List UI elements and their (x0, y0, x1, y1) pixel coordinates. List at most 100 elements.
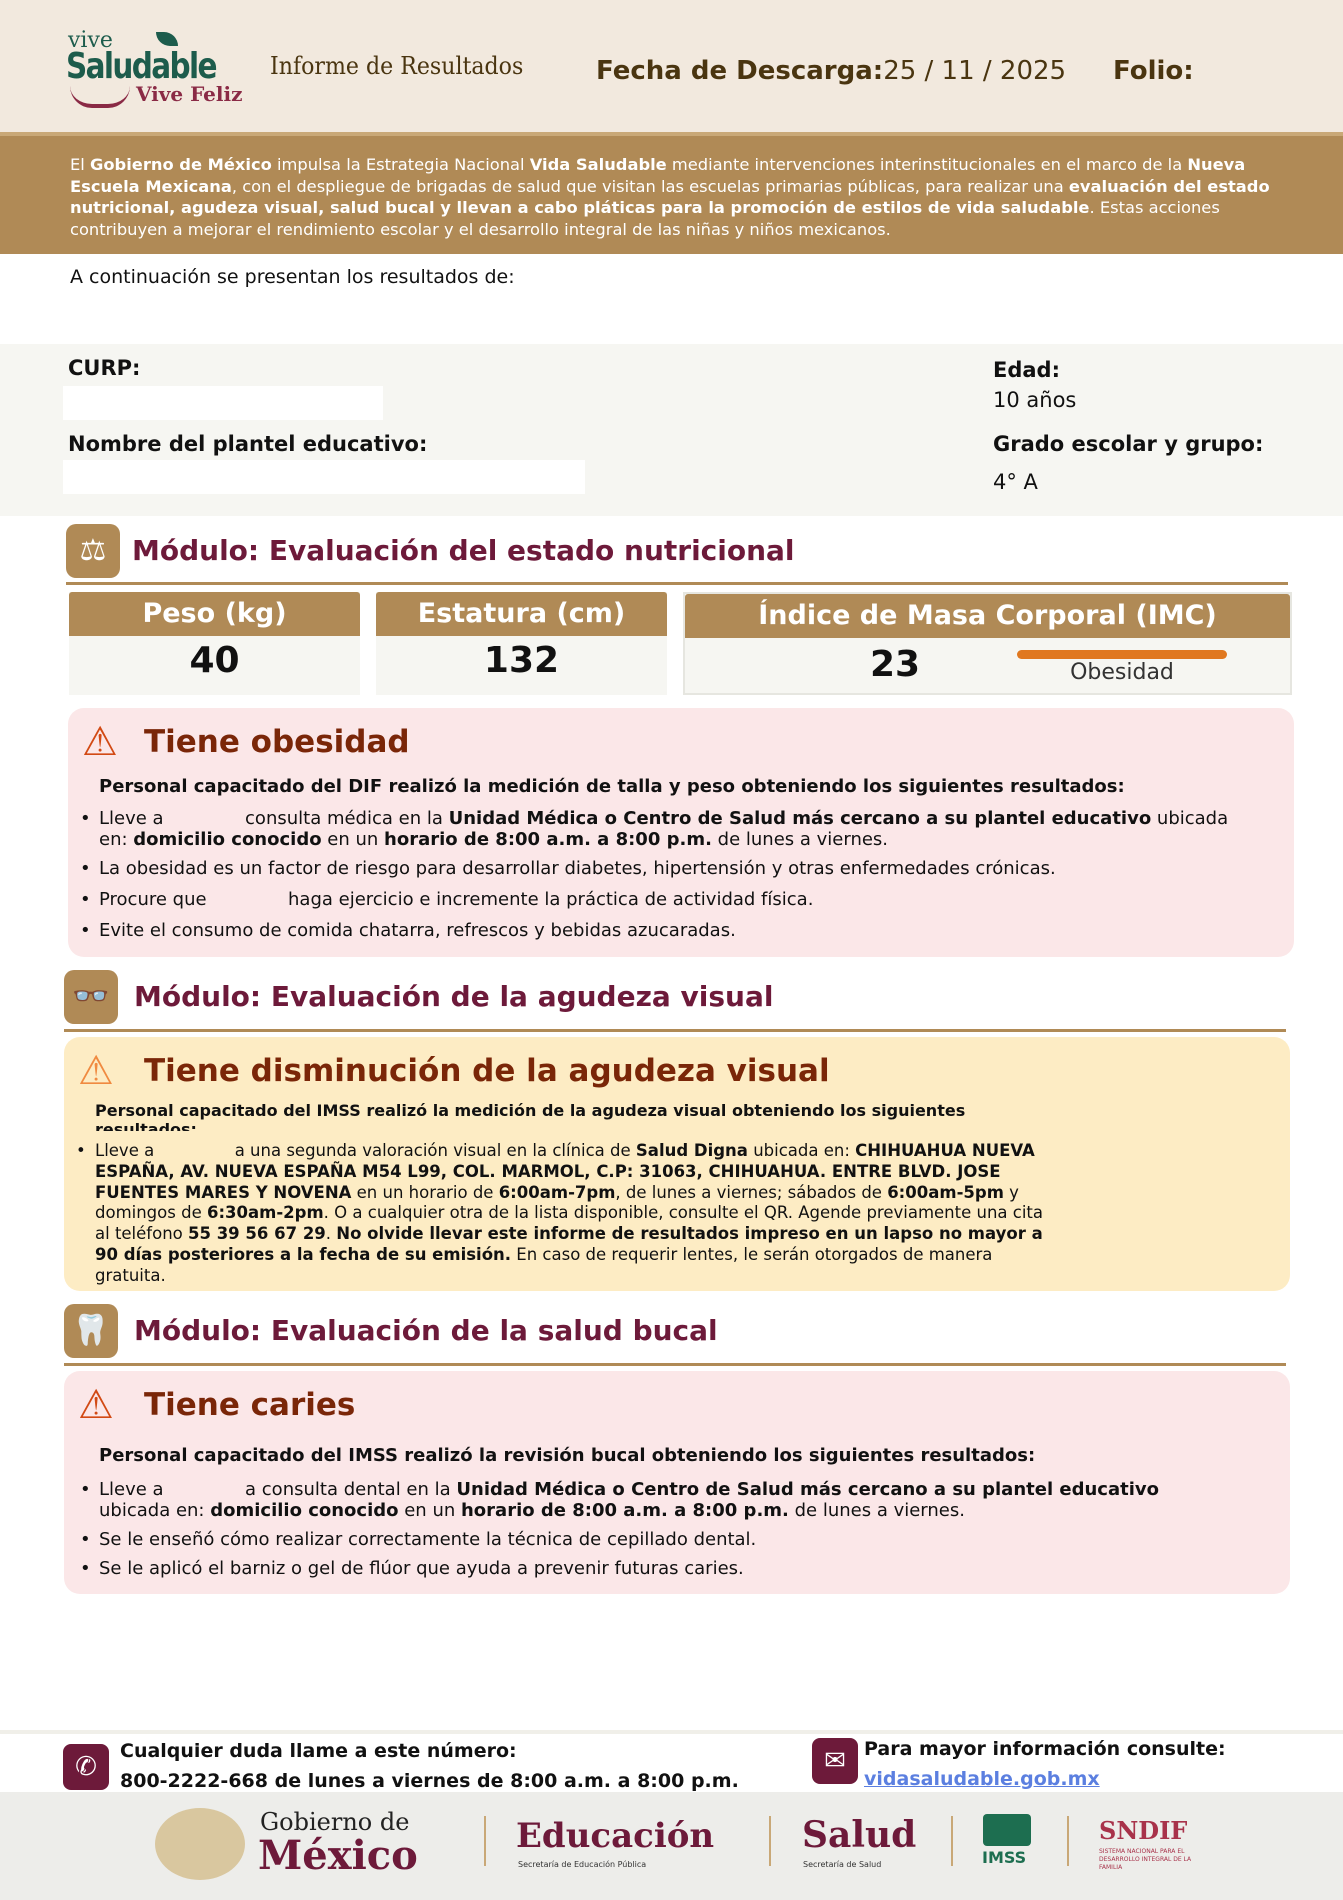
divider (66, 582, 1288, 585)
text-segment: 6:30am-2pm (206, 1203, 324, 1223)
text-segment: horario de 8:00 a.m. a 8:00 p.m. (460, 1500, 789, 1521)
text-segment: impulsa la Estrategia Nacional (271, 155, 530, 174)
mail-icon: ✉ (812, 1738, 858, 1784)
divider (769, 1816, 771, 1866)
module-title: Módulo: Evaluación del estado nutriciona… (132, 534, 795, 567)
alert-title: Tiene obesidad (144, 724, 410, 760)
smile-icon (70, 86, 130, 108)
list-item: Lleve a a una segunda valoración visual … (76, 1141, 1060, 1287)
national-seal-icon (155, 1808, 245, 1880)
recommendation-list: Lleve a a una segunda valoración visual … (76, 1141, 1060, 1295)
text-segment: Gobierno de México (90, 155, 272, 174)
gobierno-logo-text: Gobierno de (260, 1808, 410, 1836)
header: vive Saludable Vive Feliz Informe de Res… (0, 0, 1343, 132)
sndif-logo-text: SNDIF (1099, 1816, 1188, 1845)
curp-label: CURP: (68, 356, 141, 380)
text-segment: . (325, 1224, 337, 1244)
text-segment: consulta médica en la (239, 808, 449, 829)
salud-logo-sub: Secretaría de Salud (803, 1860, 882, 1869)
list-item: Evite el consumo de comida chatarra, ref… (80, 920, 1234, 941)
phone-label: Cualquier duda llame a este número: (120, 1740, 517, 1762)
list-item: Procure que haga ejercicio e incremente … (80, 889, 1234, 910)
age-label: Edad: (993, 358, 1060, 382)
divider (1067, 1816, 1069, 1866)
text-segment: Lleve a (99, 1479, 170, 1500)
text-segment: . Estas acciones contribuyen a mejorar e… (70, 198, 1220, 239)
bmi-status: Obesidad (1070, 660, 1174, 685)
date-label: Fecha de Descarga: (596, 56, 884, 86)
text-segment: a una segunda valoración visual en la cl… (229, 1141, 636, 1160)
text-segment: Lleve a (99, 808, 170, 829)
scale-icon: ⚖ (66, 524, 120, 578)
divider (64, 1363, 1286, 1366)
text-segment: en un (321, 829, 385, 850)
text-segment: , con el despliegue de brigadas de salud… (231, 176, 1069, 196)
text-segment: Unidad Médica o Centro de Salud más cerc… (456, 1479, 1159, 1500)
list-item: Lleve a consulta médica en la Unidad Méd… (80, 808, 1234, 850)
vision-alert: ⚠ Tiene disminución de la agudeza visual… (64, 1037, 1290, 1291)
folio-label: Folio: (1113, 56, 1194, 86)
glasses-icon: 👓 (64, 970, 118, 1024)
divider (64, 1029, 1286, 1032)
bmi-value: 23 (869, 644, 921, 685)
text-segment: mediante intervenciones interinstitucion… (666, 155, 1188, 174)
text-segment: en un horario de (351, 1182, 499, 1202)
info-label: Para mayor información consulte: (864, 1738, 1226, 1760)
warning-icon: ⚠ (82, 719, 118, 765)
results-intro: A continuación se presentan los resultad… (70, 266, 515, 288)
recommendation-list: Lleve a a consulta dental en la Unidad M… (80, 1479, 1230, 1587)
phone-number[interactable]: 800-2222-668 de lunes a viernes de 8:00 … (120, 1770, 739, 1792)
grade-label: Grado escolar y grupo: (993, 432, 1264, 456)
intro-band: El Gobierno de México impulsa la Estrate… (0, 132, 1343, 254)
download-date: Fecha de Descarga:25 / 11 / 2025 (596, 56, 1066, 86)
height-card: Estatura (cm) 132 (376, 592, 667, 695)
alert-title: Tiene caries (144, 1387, 356, 1423)
text-segment: ubicada en: (99, 808, 1229, 850)
text-segment: evaluación del estado nutricional, agude… (70, 176, 1270, 218)
obesity-alert: ⚠ Tiene obesidad Personal capacitado del… (68, 708, 1294, 957)
list-item: Lleve a a consulta dental en la Unidad M… (80, 1479, 1230, 1521)
text-segment: CHIHUAHUA NUEVA ESPAÑA, AV. NUEVA ESPAÑA… (95, 1141, 1035, 1202)
text-segment: El (70, 155, 90, 174)
school-label: Nombre del plantel educativo: (68, 432, 428, 456)
text-segment: , de lunes a viernes; sábados de (615, 1182, 888, 1202)
weight-card: Peso (kg) 40 (69, 592, 360, 695)
text-segment: de lunes a viernes. (788, 1500, 965, 1521)
age-value: 10 años (993, 388, 1077, 412)
text-segment: Procure que (99, 889, 213, 910)
height-value: 132 (483, 640, 560, 681)
text-segment: ubicada en: (747, 1141, 856, 1160)
sndif-logo-sub: SISTEMA NACIONAL PARA EL DESARROLLO INTE… (1099, 1848, 1192, 1871)
text-segment: 55 39 56 67 29 (188, 1224, 326, 1244)
imss-emblem-icon (983, 1814, 1031, 1846)
contact-footer: ✆ Cualquier duda llame a este número: 80… (0, 1730, 1343, 1792)
module-title: Módulo: Evaluación de la salud bucal (134, 1314, 718, 1347)
text-segment: Vida Saludable (529, 155, 667, 174)
warning-icon: ⚠ (78, 1048, 114, 1094)
text-segment: Salud Digna (635, 1141, 748, 1160)
logo-text: vive (68, 28, 113, 53)
website-link[interactable]: vidasaludable.gob.mx (864, 1768, 1100, 1790)
vive-saludable-logo: vive Saludable Vive Feliz (66, 28, 256, 108)
text-segment: domicilio conocido (210, 1500, 399, 1521)
text-segment: . O a cualquier otra de la lista disponi… (95, 1203, 1044, 1244)
gobierno-logo-text: México (258, 1832, 418, 1879)
school-value-redacted (63, 460, 585, 494)
text-segment: Nueva Escuela Mexicana (70, 155, 1246, 196)
weight-label: Peso (kg) (69, 592, 360, 636)
sep-logo-sub: Secretaría de Educación Pública (518, 1860, 647, 1869)
text-segment: a consulta dental en la (239, 1479, 457, 1500)
alert-subtitle: Personal capacitado del DIF realizó la m… (99, 776, 1125, 797)
logo-text: Saludable (66, 46, 218, 87)
recommendation-list: Lleve a consulta médica en la Unidad Méd… (80, 808, 1234, 949)
warning-icon: ⚠ (78, 1382, 114, 1428)
alert-subtitle: Personal capacitado del IMSS realizó la … (99, 1445, 1036, 1466)
divider (484, 1816, 486, 1866)
text-segment: En caso de requerir lentes, le serán oto… (95, 1244, 993, 1285)
vision-module-header: 👓 Módulo: Evaluación de la agudeza visua… (64, 970, 1284, 1026)
text-segment: 6:00am-7pm (498, 1182, 616, 1202)
module-title: Módulo: Evaluación de la agudeza visual (134, 980, 774, 1013)
weight-value: 40 (189, 640, 240, 681)
date-value: 25 / 11 / 2025 (883, 56, 1067, 86)
text-segment: y domingos de (95, 1182, 1019, 1223)
